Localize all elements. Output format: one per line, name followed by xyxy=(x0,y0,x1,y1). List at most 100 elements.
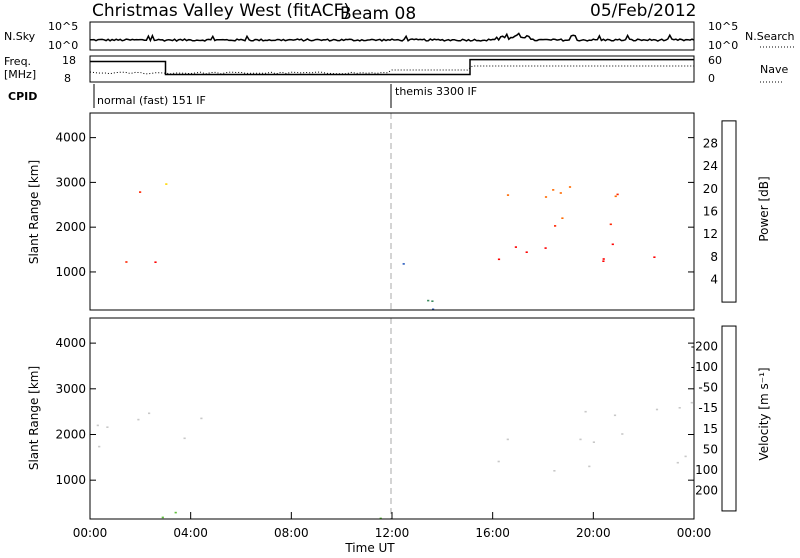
range-cell xyxy=(613,414,617,417)
colorbar-tick-label: 8 xyxy=(710,250,718,264)
x-tick-label: 20:00 xyxy=(576,526,611,540)
nsearch-tick-low: 10^0 xyxy=(708,39,738,52)
y-tick-label: 2000 xyxy=(55,220,86,234)
velocity-scatter xyxy=(96,401,693,520)
range-cell xyxy=(588,465,591,468)
nsky-panel: N.Sky 10^5 10^0 10^5 10^0 N.Search xyxy=(4,20,796,52)
range-cell xyxy=(98,445,101,448)
range-cell xyxy=(431,300,434,302)
x-tick-label: 00:00 xyxy=(73,526,108,540)
range-cell xyxy=(609,223,612,226)
colorbar-frame xyxy=(721,120,737,303)
range-cell xyxy=(621,433,624,435)
nsky-trace xyxy=(90,32,695,43)
range-cell xyxy=(655,408,659,411)
y-tick-label: 1000 xyxy=(55,265,86,279)
x-tick-label: 00:00 xyxy=(677,526,712,540)
range-cell xyxy=(137,418,140,421)
range-cell xyxy=(432,308,435,311)
colorbar-tick-label: 12 xyxy=(703,227,718,241)
range-cell xyxy=(552,189,555,191)
range-cell xyxy=(544,196,548,198)
cpid-label: CPID xyxy=(8,90,37,103)
colorbar-tick-label: 16 xyxy=(703,205,718,219)
power-colorbar: 4 8 12 16 20 24 28 xyxy=(703,120,737,303)
range-cell xyxy=(611,243,614,246)
range-cell xyxy=(161,516,164,519)
freq-label: Freq. xyxy=(4,55,31,68)
range-cell xyxy=(427,299,430,302)
y-tick-label: 3000 xyxy=(55,382,86,396)
time-axis: 00:00 04:00 08:00 12:00 16:00 20:00 00:00 xyxy=(73,512,712,540)
range-cell xyxy=(602,258,605,260)
power-colorbar-label: Power [dB] xyxy=(757,176,771,241)
range-cell xyxy=(616,193,619,196)
nsky-label: N.Sky xyxy=(4,30,36,43)
range-cell xyxy=(676,461,679,464)
colorbar-tick-label: -200 xyxy=(691,340,718,354)
range-cell xyxy=(544,247,547,249)
freq-tick-low: 8 xyxy=(64,72,71,85)
range-cell xyxy=(200,417,203,420)
beam-label: Beam 08 xyxy=(340,4,416,24)
nsearch-tick-high: 10^5 xyxy=(708,20,738,33)
colorbar-tick-label: 200 xyxy=(695,483,718,497)
range-cell xyxy=(154,261,157,263)
range-cell xyxy=(125,261,128,263)
range-cell xyxy=(592,441,595,443)
range-cell xyxy=(402,263,405,265)
date-label: 05/Feb/2012 xyxy=(590,1,696,21)
colorbar-tick-label: 15 xyxy=(703,422,718,436)
freq-unit: [MHz] xyxy=(4,68,36,81)
range-cell xyxy=(183,437,186,440)
range-cell xyxy=(514,246,517,248)
power-ylabel: Slant Range [km] xyxy=(27,160,41,264)
range-cell xyxy=(165,183,168,185)
power-scatter xyxy=(125,183,656,311)
freq-panel: Freq. [MHz] 18 8 60 0 Nave xyxy=(4,54,788,85)
cpid-mode-normal: normal (fast) 151 IF xyxy=(97,94,206,107)
range-cell xyxy=(174,511,177,514)
x-tick-label: 04:00 xyxy=(173,526,208,540)
nsky-tick-low: 10^0 xyxy=(48,39,78,52)
range-cell xyxy=(653,256,656,258)
colorbar-tick-label: -50 xyxy=(698,381,718,395)
x-tick-label: 12:00 xyxy=(375,526,410,540)
range-cell xyxy=(561,217,564,219)
range-cell xyxy=(379,517,382,520)
velocity-colorbar: 200 100 50 15 -15 -50 -100 -200 xyxy=(691,325,737,512)
cpid-mode-themis: themis 3300 IF xyxy=(395,85,477,98)
nave-tick-high: 60 xyxy=(708,54,722,67)
range-cell xyxy=(614,195,617,198)
range-cell xyxy=(684,455,687,458)
colorbar-frame xyxy=(721,325,737,512)
colorbar-tick-label: 24 xyxy=(703,159,718,173)
range-cell xyxy=(497,460,500,463)
colorbar-tick-label: 20 xyxy=(703,182,718,196)
freq-tick-high: 18 xyxy=(62,54,76,67)
range-cell xyxy=(554,225,557,227)
time-axis-label: Time UT xyxy=(344,541,395,554)
range-cell xyxy=(568,186,572,188)
velocity-colorbar-label: Velocity [m s⁻¹] xyxy=(757,367,771,460)
range-cell xyxy=(525,251,528,253)
radar-title: Christmas Valley West (fitACF) xyxy=(92,1,350,21)
range-cell xyxy=(678,407,681,409)
colorbar-tick-label: 50 xyxy=(703,442,718,456)
nave-tick-low: 0 xyxy=(708,72,715,85)
y-tick-label: 3000 xyxy=(55,175,86,189)
colorbar-tick-label: 100 xyxy=(695,463,718,477)
range-cell xyxy=(602,260,605,262)
colorbar-tick-label: -100 xyxy=(691,360,718,374)
x-tick-label: 16:00 xyxy=(475,526,510,540)
nave-trace xyxy=(89,65,694,75)
y-tick-label: 2000 xyxy=(55,427,86,441)
range-cell xyxy=(559,192,562,194)
velocity-panel: 1000 2000 3000 4000 Slant Range [km] xyxy=(27,317,695,520)
freq-trace xyxy=(90,58,694,76)
nsearch-label: N.Search xyxy=(745,30,795,43)
y-tick-label: 4000 xyxy=(55,336,86,350)
velocity-yticks: 1000 2000 3000 4000 xyxy=(55,336,694,487)
y-tick-label: 1000 xyxy=(55,473,86,487)
